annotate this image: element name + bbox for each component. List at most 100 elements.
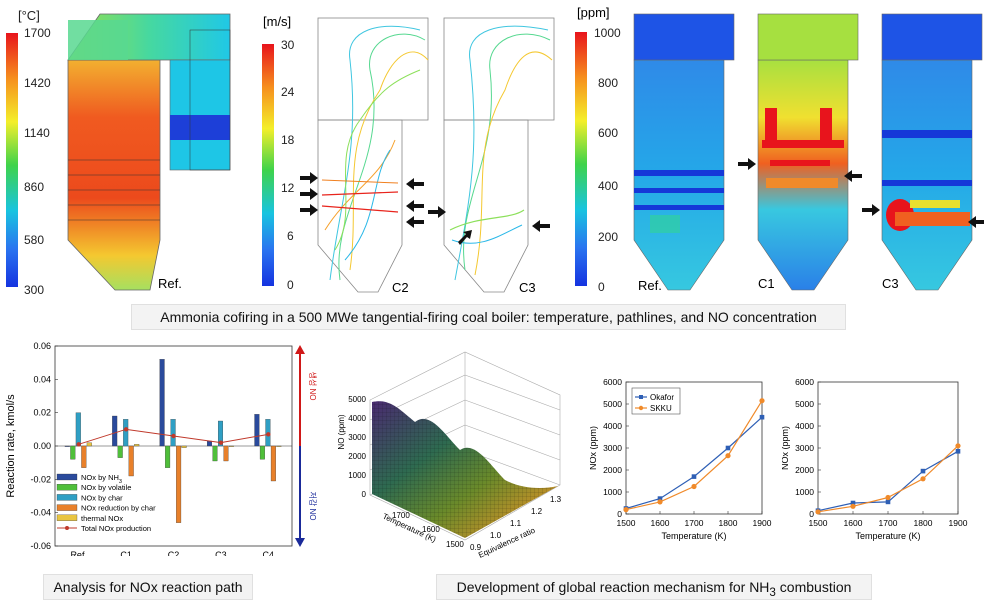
vel-tick: 18 [281,133,295,147]
line-ytick: 1000 [603,487,622,497]
bar-ytick: -0.02 [30,474,51,484]
line-xtick: 1500 [617,518,636,528]
surface-mesh [372,401,558,538]
line-point-square [850,500,856,506]
no-tick: 200 [598,230,618,244]
bar-1 [212,445,218,462]
total-nox-point [266,432,271,437]
no-tick: 600 [598,126,618,140]
bar-1 [259,445,265,460]
vel-tick: 0 [287,278,294,292]
bar-1 [165,445,171,468]
case-label-no-ref: Ref. [638,278,662,293]
bar-category-label: Ref. [70,550,87,556]
line-ytick: 3000 [795,443,814,453]
line-point-circle [920,476,926,482]
nox-line-chart-2: 0 1000 2000 3000 4000 5000 6000 1500 1600 1700 180… [782,377,968,541]
bar-4 [181,445,187,448]
legend-label: NOx by volatile [81,483,131,492]
no-tick: 400 [598,179,618,193]
bar-3 [223,445,229,462]
legend-swatch [56,504,78,511]
surface-ylabel: Equivalence ratio [477,525,537,559]
line-point-square [920,468,926,474]
line-xtick: 1700 [685,518,704,528]
line-xtick: 1700 [879,518,898,528]
legend-swatch [56,514,78,521]
line-ylabel: NOx (ppm) [782,426,790,470]
no-unit: [ppm] [577,5,610,20]
no-colorbar [575,32,587,286]
line-point-square [759,414,765,420]
bar-ytick: 0.02 [33,408,51,418]
total-nox-point [123,427,129,432]
bar-ytick: 0.04 [33,374,51,384]
line-xtick: 1800 [914,518,933,528]
top-caption: Ammonia cofiring in a 500 MWe tangential… [131,304,846,330]
temp-tick: 300 [24,283,44,297]
flow-arrows-c2 [300,172,424,228]
no-arrows-c1 [738,158,862,182]
no-boiler-c3 [881,13,983,291]
line-xtick: 1500 [809,518,828,528]
velocity-unit: [m/s] [263,14,291,29]
legend-label: thermal NOx [81,514,123,523]
bar-category-label: C4 [263,550,275,556]
boiler-visualizations: [°C] 1700 1420 1140 860 580 300 Ref. [m/… [6,5,984,297]
bar-0 [254,414,260,447]
bar-0 [64,445,70,447]
line-legend-label: Okafor [650,393,674,402]
bar-2 [75,412,81,447]
bar-ytick: 0.00 [33,441,51,451]
line-point-square [955,449,961,454]
temperature-unit: [°C] [18,8,40,23]
surface-ztick: 5000 [348,395,366,404]
surface-ztick: 1000 [348,471,366,480]
surface-zticks: 5000 4000 3000 2000 1000 0 [348,395,366,499]
caption-right-text: Development of global reaction mechanism… [456,579,770,595]
velocity-colorbar [262,44,274,286]
flow-arrows-c3 [428,206,550,245]
line-point-circle [623,507,629,513]
line-xtick: 1600 [844,518,863,528]
nox-surface-plot: NO (ppm) 5000 4000 3000 2000 1000 0 1700… [337,351,562,560]
line-ytick: 2000 [795,465,814,475]
line-point-circle [850,503,856,509]
bar-category-label: C2 [168,550,180,556]
line-legend-marker [639,395,643,399]
no-ticks: 1000 800 600 400 200 0 [594,26,621,294]
bar-3 [128,445,134,477]
surface-xtick: 1700 [392,511,410,520]
temp-tick: 580 [24,233,44,247]
velocity-ticks: 30 24 18 12 6 0 [281,38,295,292]
legend-swatch [56,494,78,501]
legend-label: NOx reduction by char [81,504,156,513]
line-xtick: 1900 [949,518,968,528]
reduction-arrow-label: 저감 NO [308,492,318,521]
line-point-square [725,445,731,451]
legend-label: Total NOx production [81,524,151,533]
temperature-boiler [67,13,231,291]
bar-2 [170,419,176,447]
line-ytick: 2000 [603,465,622,475]
surface-ytick: 1.2 [531,507,543,516]
line-point-circle [759,398,765,404]
temp-tick: 1420 [24,76,51,90]
line-point-circle [815,509,821,515]
no-tick: 1000 [594,26,621,40]
line-ytick: 0 [617,509,622,519]
bar-ylabel: Reaction rate, kmol/s [5,394,17,498]
bar-ytick: -0.06 [30,541,51,551]
pathline-boiler-c2 [317,17,429,293]
surface-xtick: 1500 [446,540,464,549]
line-plot-frame [817,381,959,515]
line-xtick: 1600 [651,518,670,528]
line-ytick: 6000 [603,377,622,387]
total-nox-point [76,442,81,447]
reduction-arrowhead [295,538,305,547]
no-arrows-c3 [862,204,984,228]
pathline-boiler-c3 [443,17,555,293]
bar-3 [270,445,276,482]
legend-swatch [56,484,78,491]
nox-line-chart-1: 0 1000 2000 3000 4000 5000 6000 1500 1600 1700 180… [590,377,772,541]
